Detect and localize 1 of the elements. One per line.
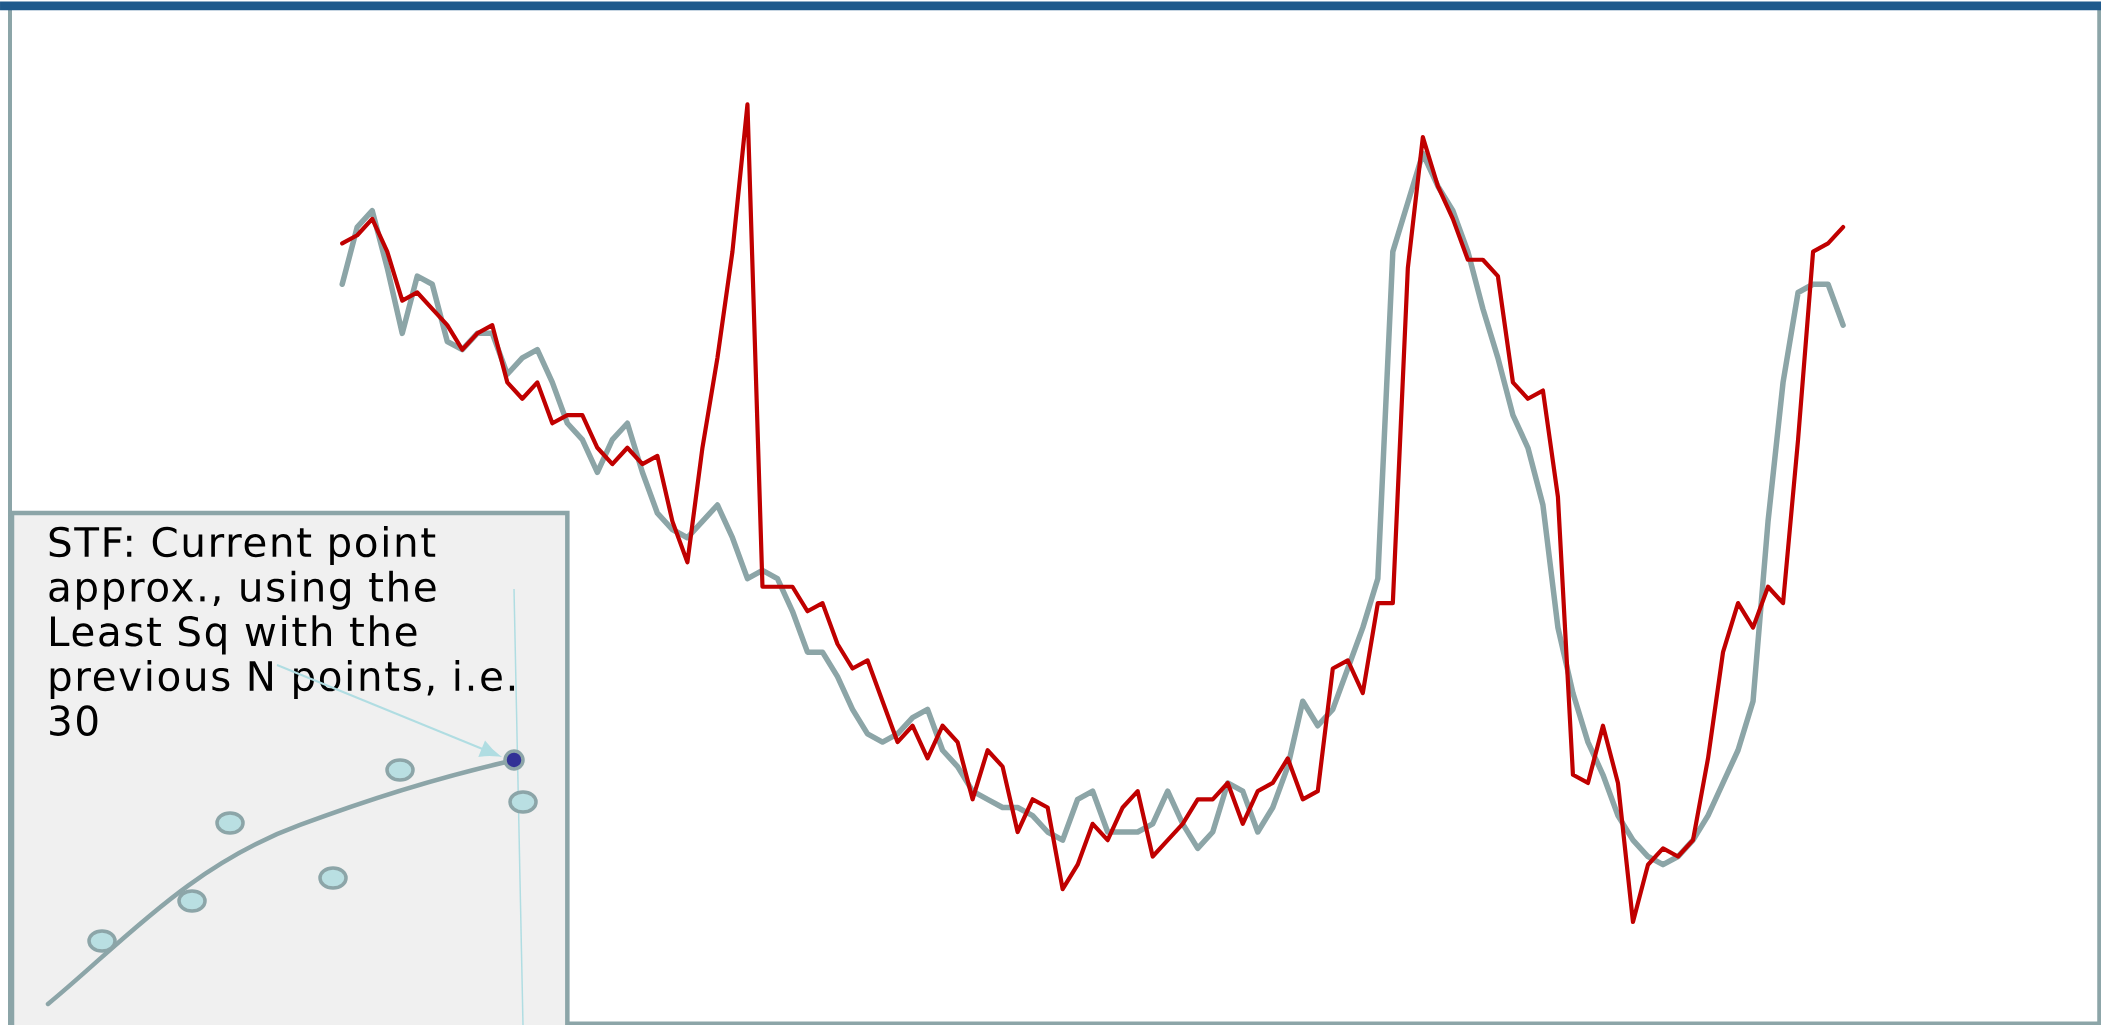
annotation: STF: Current point approx., using the Least Sq with the previous N points, i.e. 30 [49, 526, 515, 736]
